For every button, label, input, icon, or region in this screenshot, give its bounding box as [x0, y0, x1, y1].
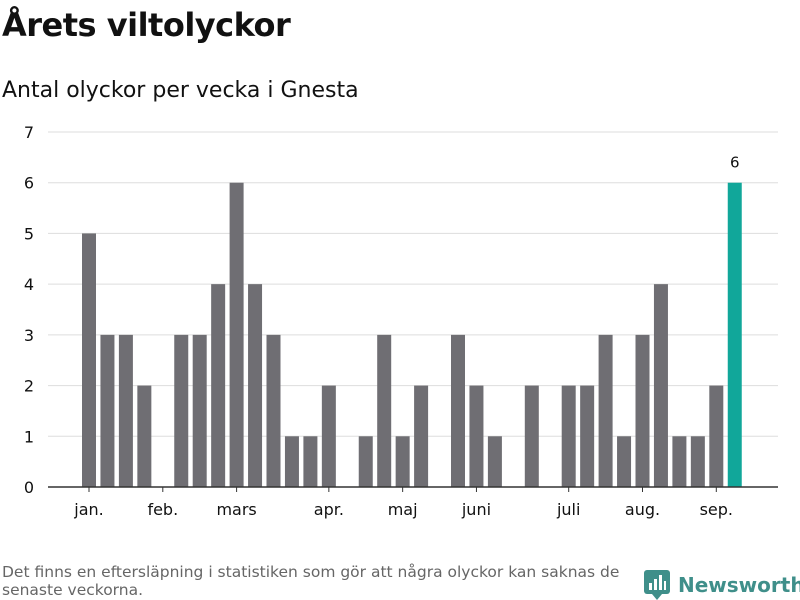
bar-week-4: [137, 385, 152, 487]
bar-week-10: [248, 284, 263, 487]
x-tick-label: jan.: [73, 500, 103, 519]
bar-week-29: [598, 334, 613, 487]
gridlines: [48, 131, 778, 437]
bar-week-18: [395, 436, 410, 487]
y-tick-label: 0: [24, 478, 34, 497]
bar-week-7: [192, 334, 207, 487]
bar-week-33: [672, 436, 687, 487]
bar-week-23: [487, 436, 502, 487]
bar-week-21: [451, 334, 465, 487]
bar-week-31: [635, 334, 650, 487]
bar-chart: 0 1 2 3 4 5 6 7 6 jan. feb. mars apr. maj juni juli au…: [24, 123, 778, 519]
footnote: Det finns en eftersläpning i statistiken…: [2, 563, 620, 599]
y-tick-label: 3: [24, 326, 34, 345]
x-tick-label: aug.: [625, 500, 660, 519]
bar-week-9: [229, 182, 244, 487]
bar-week-19: [414, 385, 429, 487]
x-tick-label: juni: [461, 500, 491, 519]
y-axis-ticks: 0 1 2 3 4 5 6 7: [24, 123, 34, 497]
newsworthy-logo-icon: [644, 570, 670, 600]
bar-week-6: [174, 334, 189, 487]
data-labels: 6: [730, 154, 740, 172]
bar-week-30: [617, 436, 632, 487]
bar-week-11: [266, 334, 281, 487]
bar-week-14: [321, 385, 336, 487]
bar-week-3: [118, 334, 133, 487]
brand-name: Newsworthy: [678, 573, 800, 597]
y-tick-label: 1: [24, 427, 34, 446]
x-tick-label: feb.: [147, 500, 178, 519]
bar-week-25: [524, 385, 539, 487]
x-tick-label: mars: [216, 500, 256, 519]
x-tick-label: juli: [556, 500, 580, 519]
bar-week-8: [211, 284, 226, 487]
y-tick-label: 7: [24, 123, 34, 142]
brand-logo[interactable]: Newsworthy: [644, 568, 800, 600]
x-tick-label: apr.: [314, 500, 344, 519]
data-label: 6: [730, 154, 740, 172]
y-tick-label: 6: [24, 174, 34, 193]
bars: [82, 182, 742, 487]
bar-week-35: [709, 385, 724, 487]
bar-week-22: [469, 385, 484, 487]
chart-title: Årets viltolyckor: [2, 6, 291, 44]
bar-week-34: [690, 436, 705, 487]
bar-week-17: [377, 334, 392, 487]
bar-week-28: [580, 385, 595, 487]
y-tick-label: 5: [24, 224, 34, 243]
x-axis-ticks: jan. feb. mars apr. maj juni juli aug. sep.: [73, 487, 733, 519]
x-tick-label: sep.: [700, 500, 733, 519]
bar-week-12: [284, 436, 299, 487]
bar-week-32: [653, 284, 668, 487]
y-tick-label: 2: [24, 377, 34, 396]
bar-week-13: [303, 436, 318, 487]
y-tick-label: 4: [24, 275, 34, 294]
x-tick-label: maj: [388, 500, 418, 519]
chart-subtitle: Antal olyckor per vecka i Gnesta: [2, 78, 359, 103]
bar-week-36: [727, 182, 742, 487]
bar-week-1: [82, 233, 96, 487]
bar-week-16: [358, 436, 373, 487]
bar-week-27: [561, 385, 576, 487]
bar-week-2: [100, 334, 115, 487]
